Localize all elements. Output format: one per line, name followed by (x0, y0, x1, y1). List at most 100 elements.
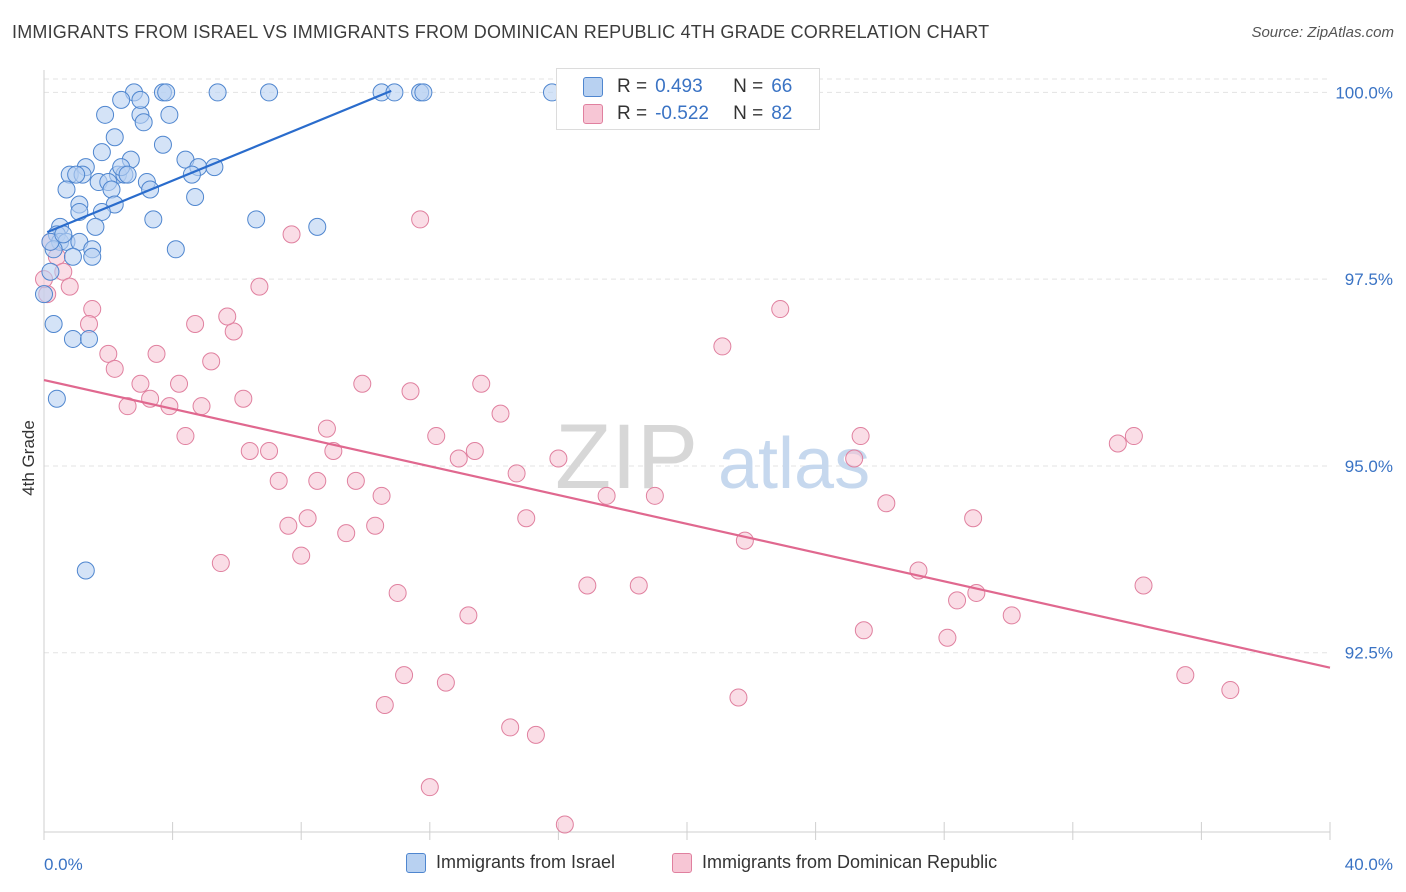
n-label: N = (733, 103, 764, 124)
dominican-point (449, 449, 468, 468)
dominican-point (211, 554, 230, 573)
israel-point (134, 113, 153, 132)
dominican-point (491, 404, 510, 423)
dominican-point (501, 718, 520, 737)
stats-row-dominican: R = -0.522 N = 82 (557, 101, 792, 127)
dominican-point (395, 666, 414, 685)
dominican-point (597, 486, 616, 505)
dominican-point (845, 449, 864, 468)
n-label: N = (733, 76, 764, 97)
watermark: ZIP atlas (555, 406, 870, 508)
israel-point (414, 83, 433, 102)
israel-point (63, 329, 82, 348)
israel-point (96, 105, 115, 124)
israel-point (131, 90, 150, 109)
r-label: R = (617, 76, 648, 97)
dominican-point (436, 673, 455, 692)
dominican-swatch (583, 104, 603, 124)
dominican-point (218, 307, 237, 326)
dominican-point (269, 471, 288, 490)
israel-point (67, 165, 86, 184)
israel-point (41, 262, 60, 281)
dominican-point (877, 494, 896, 513)
dominican-point (170, 374, 189, 393)
dominican-point (375, 696, 394, 714)
dominican-point (578, 576, 597, 595)
n-value-dominican: 82 (771, 103, 793, 124)
dominican-point (401, 382, 420, 401)
y-tick-label: 100.0% (1335, 83, 1393, 102)
israel-point (47, 389, 66, 408)
dominican-point (1002, 606, 1021, 625)
dominican-point (411, 210, 430, 229)
dominican-point (279, 516, 298, 535)
israel-point (83, 247, 102, 266)
israel-point (157, 83, 176, 102)
dominican-point (465, 442, 484, 460)
legend-item-israel[interactable]: Immigrants from Israel (406, 852, 615, 873)
israel-point (86, 217, 105, 236)
dominican-point (948, 591, 967, 610)
dominican-point (526, 725, 545, 744)
dominican-point (388, 583, 407, 602)
dominican-point (1134, 576, 1153, 595)
dominican-point (224, 322, 243, 341)
dominican-point (250, 277, 269, 296)
israel-point (76, 561, 95, 580)
legend-label-dominican: Immigrants from Dominican Republic (702, 852, 998, 872)
stats-row-israel: R = 0.493 N = 66 (557, 74, 792, 100)
israel-point (80, 329, 99, 348)
dominican-point (729, 688, 748, 707)
dominican-point (240, 442, 259, 460)
dominican-point (308, 471, 327, 490)
y-axis-label: 4th Grade (19, 420, 38, 496)
dominican-point (420, 778, 439, 797)
dominican-point (427, 427, 446, 446)
dominican-point (964, 509, 983, 528)
israel-point (166, 240, 185, 259)
dominican-point (260, 442, 279, 460)
correlation-stats-box: R = 0.493 N = 66 R = -0.522 N = 82 (556, 68, 820, 130)
watermark-atlas: atlas (718, 424, 870, 504)
y-tick-label: 97.5% (1345, 270, 1393, 289)
israel-swatch (583, 77, 603, 97)
dominican-point (372, 486, 391, 505)
israel-point (92, 143, 111, 162)
legend-label-israel: Immigrants from Israel (436, 852, 616, 872)
dominican-point (131, 374, 150, 393)
r-value-israel: 0.493 (655, 76, 703, 97)
source-label: Source: ZipAtlas.com (1251, 24, 1394, 41)
dominican-point (292, 546, 311, 565)
dominican-point (938, 628, 957, 647)
israel-points (35, 83, 561, 580)
dominican-point (83, 300, 102, 319)
dominican-point (176, 427, 195, 446)
dominican-point (1108, 434, 1127, 453)
trend-lines (43, 89, 1331, 669)
israel-point (118, 165, 137, 184)
dominican-point (282, 225, 301, 244)
dominican-point (851, 427, 870, 446)
y-tick-label: 95.0% (1345, 457, 1393, 476)
israel-point (112, 90, 131, 109)
dominican-point (186, 315, 205, 333)
dominican-point (517, 509, 536, 528)
dominican-point (202, 352, 221, 371)
dominican-point (1124, 427, 1143, 446)
dominican-point (507, 464, 526, 483)
dominican-point (1176, 666, 1195, 685)
dominican-point (353, 374, 372, 393)
watermark-zip: ZIP (555, 406, 698, 508)
israel-point (144, 210, 163, 229)
dominican-point (771, 300, 790, 319)
israel-point (44, 315, 63, 333)
dominican-point (645, 486, 664, 505)
tick-labels: 92.5% 95.0% 97.5% 100.0% 0.0% 40.0% (44, 83, 1393, 874)
dominican-point (346, 471, 365, 490)
dominican-point (298, 509, 317, 528)
dominican-point (713, 337, 732, 356)
israel-point (153, 135, 172, 154)
legend-item-dominican[interactable]: Immigrants from Dominican Republic (672, 852, 997, 873)
dominican-trend-line (43, 378, 1331, 669)
